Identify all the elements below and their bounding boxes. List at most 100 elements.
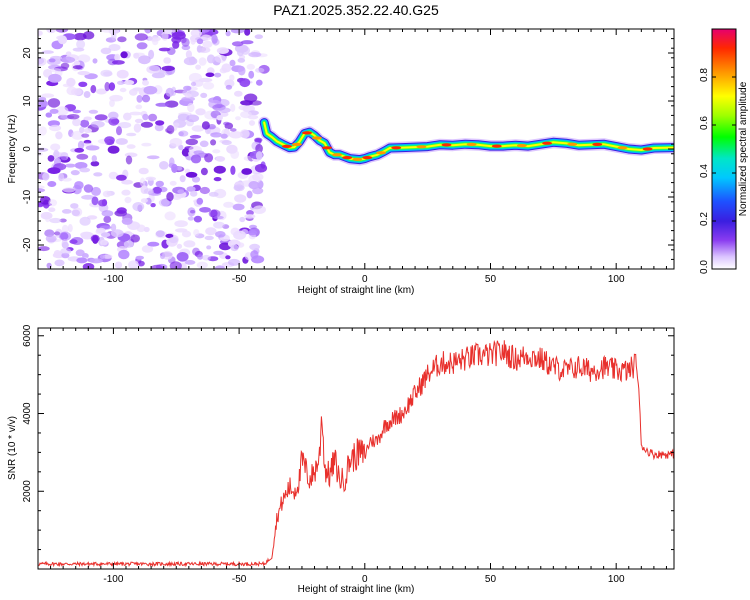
- y-tick-label: 20: [22, 47, 33, 59]
- noise-blob: [74, 147, 85, 153]
- trace-peak: [391, 146, 402, 150]
- noise-blob: [130, 234, 140, 243]
- noise-blob: [100, 47, 112, 55]
- noise-blob: [86, 215, 98, 220]
- noise-blob: [146, 155, 160, 160]
- noise-blob: [197, 254, 204, 260]
- noise-blob: [83, 91, 91, 98]
- signal-trace: [258, 116, 674, 166]
- trace-peak: [516, 144, 527, 148]
- noise-blob: [94, 114, 108, 121]
- noise-blob: [78, 81, 88, 88]
- noise-blob: [61, 177, 72, 182]
- noise-blob: [213, 165, 226, 174]
- noise-blob: [184, 260, 196, 265]
- noise-blob: [177, 189, 185, 194]
- noise-blob: [140, 121, 153, 128]
- noise-blob: [165, 87, 174, 97]
- noise-blob: [193, 150, 205, 155]
- noise-blob: [77, 140, 85, 150]
- noise-blob: [188, 72, 202, 83]
- trace-peak: [642, 147, 653, 151]
- noise-blob: [229, 59, 236, 67]
- noise-blob: [195, 64, 202, 70]
- noise-blob: [104, 136, 115, 144]
- noise-blob: [159, 161, 169, 170]
- noise-blob: [111, 31, 117, 41]
- noise-blob: [239, 78, 251, 88]
- noise-blob: [199, 207, 211, 213]
- noise-blob: [183, 57, 198, 66]
- trace-peak: [592, 142, 603, 146]
- noise-blob: [191, 176, 201, 183]
- noise-blob: [108, 171, 119, 180]
- noise-region: [38, 29, 270, 269]
- noise-blob: [190, 81, 197, 87]
- noise-blob: [79, 167, 91, 173]
- noise-blob: [148, 49, 155, 60]
- noise-blob: [83, 184, 94, 193]
- noise-blob: [100, 239, 108, 246]
- noise-blob: [76, 257, 88, 264]
- noise-blob: [72, 109, 81, 114]
- noise-blob: [66, 86, 77, 96]
- colorbar-tick-label: 0.6: [699, 116, 710, 130]
- noise-blob: [181, 96, 195, 102]
- x-tick-label: -50: [232, 274, 247, 285]
- noise-blob: [47, 167, 61, 175]
- noise-blob: [176, 251, 189, 262]
- noise-blob: [114, 53, 121, 62]
- noise-blob: [190, 190, 198, 197]
- noise-blob: [39, 196, 51, 205]
- noise-blob: [187, 102, 195, 113]
- noise-blob: [45, 234, 57, 243]
- noise-blob: [138, 55, 151, 65]
- noise-blob: [174, 220, 188, 228]
- noise-blob: [61, 209, 72, 214]
- noise-blob: [142, 79, 149, 86]
- noise-blob: [200, 92, 208, 98]
- noise-blob: [154, 123, 164, 132]
- noise-blob: [74, 181, 84, 190]
- noise-blob: [205, 227, 217, 236]
- trace-peak: [542, 141, 553, 145]
- noise-blob: [212, 149, 221, 154]
- snr-panel: -100 -50 0 50 100 2000 4000 6000 Height of stra…: [7, 324, 675, 595]
- y-tick-label: -20: [22, 237, 33, 252]
- noise-blob: [57, 35, 68, 45]
- noise-blob: [168, 236, 179, 244]
- noise-blob: [72, 118, 81, 127]
- noise-blob: [133, 52, 145, 57]
- noise-blob: [110, 229, 124, 238]
- noise-blob: [179, 175, 186, 183]
- noise-blob: [200, 34, 212, 41]
- noise-blob: [196, 261, 208, 269]
- spectrogram-ylabel: Frequency (Hz): [7, 115, 18, 184]
- noise-blob: [109, 99, 115, 108]
- x-tick-label: -100: [103, 574, 123, 585]
- noise-blob: [48, 73, 62, 83]
- noise-blob: [200, 167, 208, 176]
- noise-blob: [90, 234, 100, 243]
- noise-blob: [239, 216, 246, 223]
- noise-blob: [125, 155, 133, 165]
- noise-blob: [155, 120, 165, 126]
- noise-blob: [90, 161, 100, 167]
- noise-blob: [237, 49, 244, 57]
- noise-blob: [88, 109, 99, 114]
- noise-blob: [141, 245, 154, 253]
- noise-blob: [72, 65, 83, 70]
- noise-blob: [199, 140, 209, 148]
- noise-blob: [81, 194, 95, 200]
- noise-blob: [56, 106, 69, 116]
- noise-blob: [225, 255, 231, 260]
- noise-blob: [246, 63, 255, 70]
- noise-blob: [230, 128, 237, 132]
- noise-blob: [185, 50, 192, 59]
- trace-peak: [322, 146, 333, 150]
- noise-blob: [233, 184, 245, 192]
- noise-blob: [123, 112, 132, 121]
- noise-blob: [198, 77, 213, 83]
- noise-blob: [230, 103, 236, 112]
